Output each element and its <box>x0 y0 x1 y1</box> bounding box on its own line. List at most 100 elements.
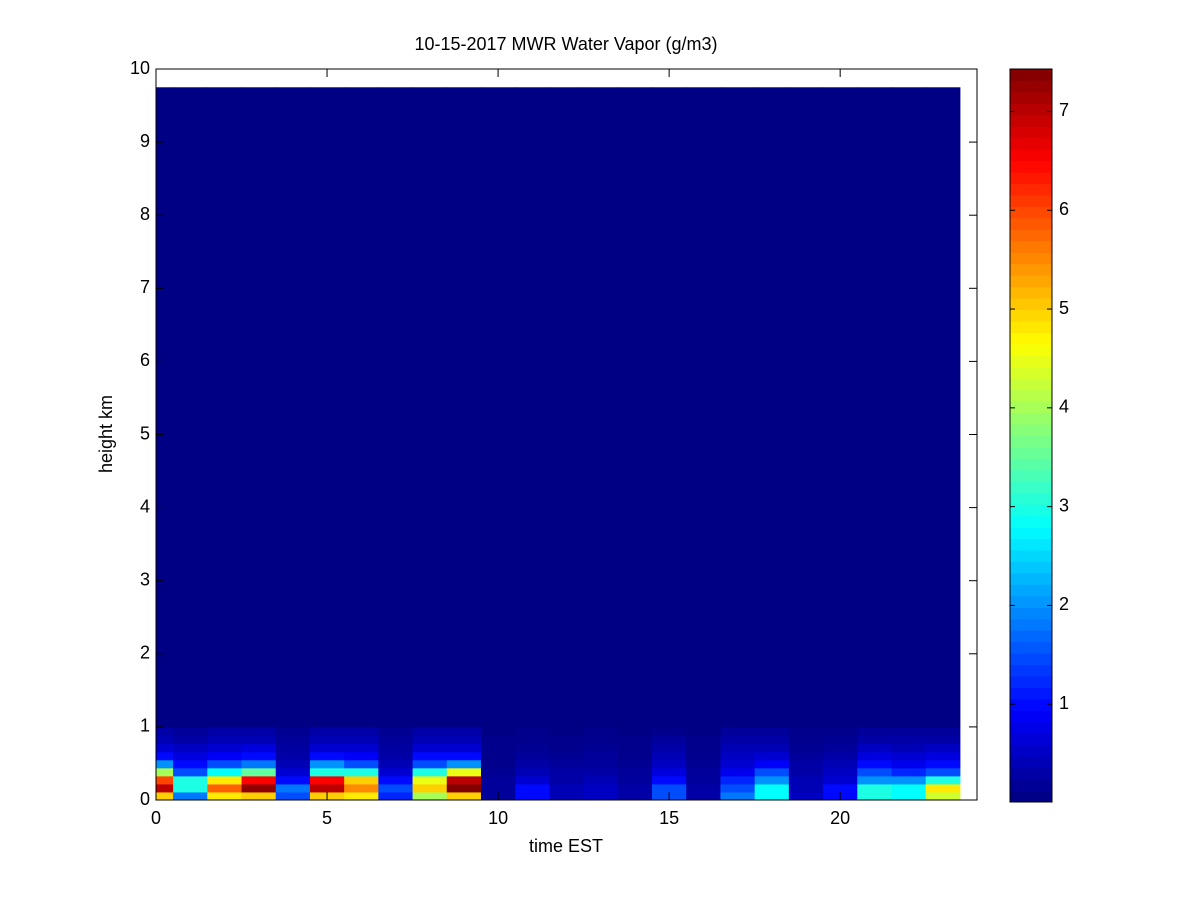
heat-cell <box>652 759 687 769</box>
heat-cell <box>891 783 927 793</box>
heat-cell <box>275 775 311 785</box>
heat-cell <box>549 775 585 785</box>
heat-cell <box>275 743 311 753</box>
heat-cell <box>309 726 345 737</box>
heat-cell <box>241 726 277 737</box>
heat-cell <box>275 767 311 777</box>
heat-cell <box>857 726 892 737</box>
colorbar-step <box>1010 137 1052 150</box>
heat-cell <box>583 775 619 785</box>
colorbar-step <box>1010 767 1052 780</box>
heat-cell <box>720 775 756 785</box>
heat-cell <box>344 783 379 793</box>
heat-cell <box>156 751 174 761</box>
colorbar-step <box>1010 229 1052 242</box>
heat-cell <box>309 735 345 745</box>
colorbar-step <box>1010 790 1052 803</box>
colorbar-step <box>1010 332 1052 345</box>
heat-cell <box>720 759 756 769</box>
heat-cell <box>891 735 927 745</box>
heat-cell <box>720 743 756 753</box>
heat-cell <box>583 751 619 761</box>
heat-cell <box>515 743 550 753</box>
colorbar-step <box>1010 183 1052 196</box>
heat-cell <box>344 751 379 761</box>
colorbar-step <box>1010 446 1052 459</box>
heat-cell <box>823 743 858 753</box>
heat-cell <box>156 87 174 728</box>
heat-cell <box>446 783 482 793</box>
heat-cell <box>720 783 756 793</box>
heat-cell <box>617 759 653 769</box>
colorbar-tick-label: 7 <box>1059 100 1069 120</box>
heat-cell <box>515 87 550 728</box>
heat-cell <box>412 783 448 793</box>
y-axis-label: height km <box>96 395 116 473</box>
heat-cell <box>617 87 653 728</box>
colorbar-step <box>1010 653 1052 666</box>
heat-cell <box>515 751 550 761</box>
heat-cell <box>857 767 892 777</box>
heat-cell <box>480 743 516 753</box>
heat-cell <box>173 759 208 769</box>
colorbar-step <box>1010 149 1052 162</box>
heat-cell <box>754 87 790 728</box>
colorbar-step <box>1010 538 1052 551</box>
heat-cell <box>617 767 653 777</box>
heat-cell <box>173 791 208 800</box>
heat-cell <box>617 783 653 793</box>
heat-cell <box>446 767 482 777</box>
colorbar-step <box>1010 160 1052 173</box>
heat-cell <box>617 743 653 753</box>
heat-cell <box>720 726 756 737</box>
x-tick-label: 20 <box>830 808 850 828</box>
y-tick-label: 3 <box>140 569 150 589</box>
heat-cell <box>309 87 345 728</box>
colorbar-step <box>1010 584 1052 597</box>
heat-cell <box>652 783 687 793</box>
heat-cell <box>857 751 892 761</box>
colorbar-step <box>1010 710 1052 723</box>
colorbar-step <box>1010 550 1052 562</box>
heat-cell <box>686 791 721 800</box>
heat-cell <box>583 87 619 728</box>
heat-cell <box>207 775 243 785</box>
heat-cell <box>686 726 721 737</box>
heat-cell <box>549 767 585 777</box>
heat-cell <box>891 767 927 777</box>
heat-cell <box>480 735 516 745</box>
heat-cell <box>156 726 174 737</box>
y-tick-label: 2 <box>140 643 150 663</box>
colorbar-step <box>1010 458 1052 471</box>
heat-cell <box>241 775 277 785</box>
chart-title: 10-15-2017 MWR Water Vapor (g/m3) <box>414 34 717 54</box>
heat-cell <box>309 783 345 793</box>
colorbar-tick-label: 2 <box>1059 594 1069 614</box>
heat-cell <box>446 87 482 728</box>
heat-cell <box>480 751 516 761</box>
heat-cell <box>925 759 961 769</box>
heat-cell <box>925 751 961 761</box>
colorbar-step <box>1010 779 1052 792</box>
heat-cell <box>412 759 448 769</box>
heat-cell <box>156 783 174 793</box>
heat-cell <box>412 87 448 728</box>
heat-cell <box>275 791 311 800</box>
heat-cell <box>207 791 243 800</box>
heat-cell <box>823 759 858 769</box>
heat-cell <box>275 735 311 745</box>
heat-cell <box>686 767 721 777</box>
heat-cell <box>378 767 414 777</box>
heat-cell <box>925 775 961 785</box>
heat-cell <box>173 87 208 728</box>
heat-cell <box>515 759 550 769</box>
colorbar-step <box>1010 756 1052 769</box>
colorbar-step <box>1010 618 1052 631</box>
heat-cell <box>891 791 927 800</box>
heat-cell <box>823 775 858 785</box>
colorbar-step <box>1010 664 1052 677</box>
colorbar-step <box>1010 80 1052 93</box>
heat-cell <box>446 743 482 753</box>
heat-cell <box>823 767 858 777</box>
colorbar-step <box>1010 744 1052 757</box>
